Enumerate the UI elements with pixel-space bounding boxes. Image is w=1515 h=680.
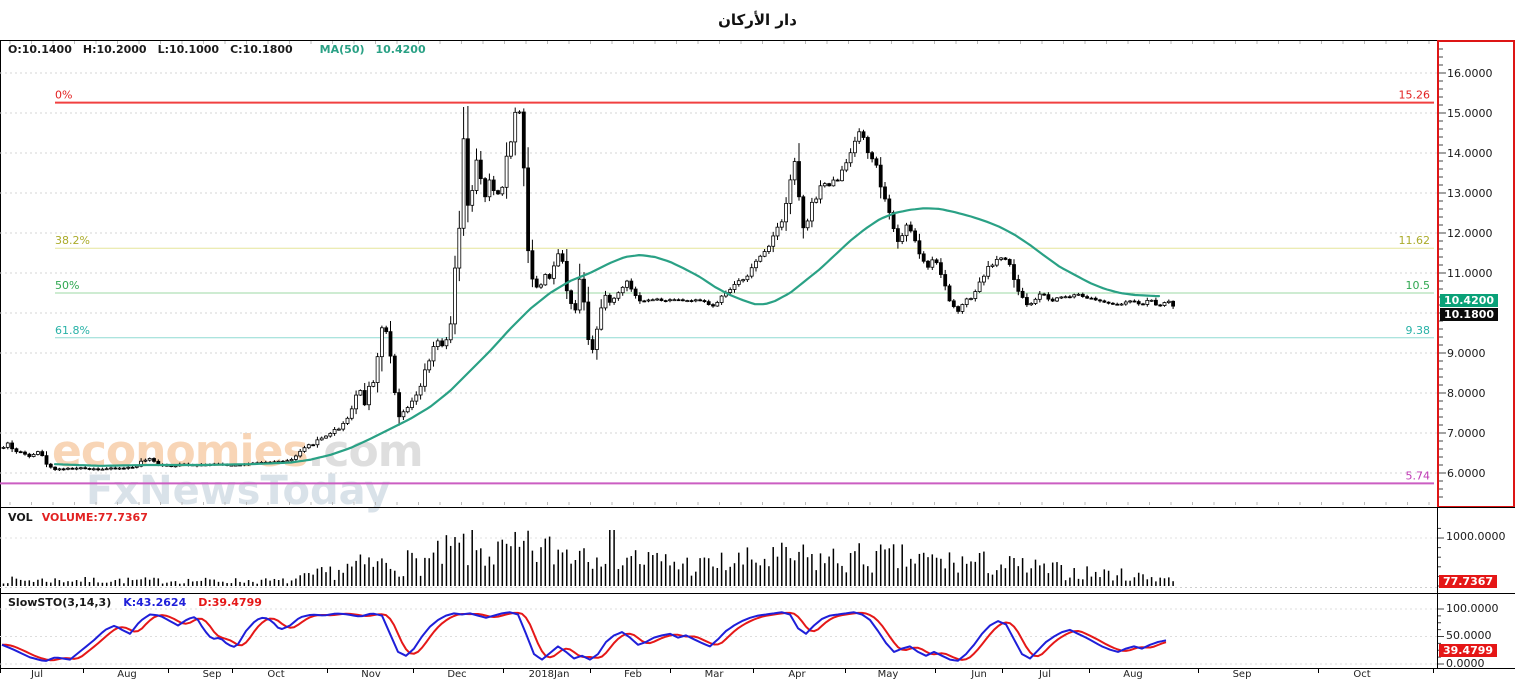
price-axis-label: 7.0000 <box>1447 427 1486 440</box>
separator-volume-stochastic <box>0 593 1515 594</box>
month-tick <box>83 669 84 673</box>
month-label-2018jan: 2018Jan <box>528 669 570 680</box>
month-label-sep: Sep <box>202 669 222 680</box>
volume-bars <box>2 530 1174 586</box>
separator-main-volume <box>0 507 1515 508</box>
fib-value: 10.5 <box>1406 279 1431 292</box>
stochastic-k-value: K:43.2624 <box>123 596 187 609</box>
volume-axis-label: 1000.0000 <box>1446 530 1506 543</box>
month-label-aug: Aug <box>1123 669 1143 680</box>
month-label-jun: Jun <box>971 669 987 680</box>
volume-axis[interactable]: 1000.0000 77.7367 <box>1437 508 1515 593</box>
volume-chart-canvas[interactable] <box>0 508 1437 593</box>
stochastic-value-badge: 39.4799 <box>1439 644 1497 657</box>
stochastic-axis[interactable]: 100.0000 50.0000 0.0000 39.4799 <box>1437 593 1515 670</box>
volume-info-bar: VOL VOLUME:77.7367 <box>8 511 148 524</box>
low-value: L:10.1000 <box>157 43 220 56</box>
month-tick <box>590 669 591 673</box>
ma50-line <box>53 207 1161 467</box>
price-axis-label: 12.0000 <box>1447 227 1493 240</box>
month-label-oct: Oct <box>1353 669 1371 680</box>
month-tick <box>413 669 414 673</box>
price-axis-label: 13.0000 <box>1447 187 1493 200</box>
candle-wicks <box>3 106 1174 472</box>
fib-value: 11.62 <box>1399 234 1431 247</box>
month-tick <box>327 669 328 673</box>
price-axis-label: 16.0000 <box>1447 67 1493 80</box>
price-axis-label: 11.0000 <box>1447 267 1493 280</box>
price-axis-label: 15.0000 <box>1447 107 1493 120</box>
month-label-sep: Sep <box>1232 669 1252 680</box>
volume-value: VOLUME:77.7367 <box>41 511 148 524</box>
stochastic-panel-label: SlowSTO(3,14,3) <box>8 596 112 609</box>
month-label-jul: Jul <box>30 669 44 680</box>
fib-value: 15.26 <box>1399 89 1431 102</box>
month-tick <box>1433 669 1434 673</box>
month-label-apr: Apr <box>788 669 806 680</box>
month-label-mar: Mar <box>704 669 724 680</box>
high-value: H:10.2000 <box>82 43 147 56</box>
ma-price-badge: 10.4200 <box>1440 294 1498 307</box>
month-label-oct: Oct <box>267 669 285 680</box>
fib-label: 38.2% <box>55 234 90 247</box>
chart-title: دار الأركان <box>718 11 797 29</box>
month-tick <box>1089 669 1090 673</box>
fib-label: 61.8% <box>55 324 90 337</box>
month-label-dec: Dec <box>447 669 467 680</box>
month-tick <box>935 669 936 673</box>
watermark-com-text: .com <box>307 426 424 477</box>
fib-value: 5.74 <box>1406 469 1431 482</box>
stochastic-chart-canvas[interactable] <box>0 593 1437 668</box>
month-tick <box>670 669 671 673</box>
candles <box>1 111 1175 471</box>
watermark-fxnewstoday: FxNewsToday <box>86 468 390 514</box>
ma50-value: 10.4200 <box>375 43 426 56</box>
ohlc-info-bar: O:10.1400 H:10.2000 L:10.1000 C:10.1800 … <box>8 43 426 56</box>
stochastic-d-value: D:39.4799 <box>198 596 262 609</box>
stochastic-axis-label: 100.0000 <box>1446 602 1499 615</box>
month-tick <box>1002 669 1003 673</box>
volume-value-badge: 77.7367 <box>1439 575 1497 588</box>
month-tick <box>1318 669 1319 673</box>
title-bar: دار الأركان <box>0 0 1515 40</box>
price-axis-label: 14.0000 <box>1447 147 1493 160</box>
month-tick <box>1198 669 1199 673</box>
price-axis-label: 6.0000 <box>1447 467 1486 480</box>
month-tick <box>232 669 233 673</box>
month-tick <box>0 669 1 673</box>
stochastic-info-bar: SlowSTO(3,14,3) K:43.2624 D:39.4799 <box>8 596 262 609</box>
fib-label: 50% <box>55 279 79 292</box>
price-axis[interactable]: 16.0000 15.0000 14.0000 13.0000 12.0000 11.00… <box>1437 40 1515 508</box>
month-tick <box>503 669 504 673</box>
volume-panel-label: VOL <box>8 511 33 524</box>
price-chart-canvas[interactable]: 0% 15.26 38.2% 11.62 50% 10.5 61.8% 9.38 5.74 <box>0 40 1437 508</box>
time-axis[interactable]: Jul Aug Sep Oct Nov Dec 2018Jan Feb Mar Apr May Jun… <box>0 668 1515 680</box>
month-label-nov: Nov <box>361 669 381 680</box>
month-label-aug: Aug <box>117 669 137 680</box>
stochastic-axis-label: 0.0000 <box>1446 657 1485 670</box>
fib-value: 9.38 <box>1406 324 1431 337</box>
month-tick <box>753 669 754 673</box>
price-axis-label: 9.0000 <box>1447 347 1486 360</box>
month-label-may: May <box>877 669 899 680</box>
month-label-jul: Jul <box>1038 669 1052 680</box>
month-tick <box>168 669 169 673</box>
last-price-badge: 10.1800 <box>1440 307 1498 321</box>
fib-label: 0% <box>55 89 72 102</box>
stochastic-axis-label: 50.0000 <box>1446 629 1492 642</box>
close-value: C:10.1800 <box>230 43 293 56</box>
price-axis-label: 8.0000 <box>1447 387 1486 400</box>
month-tick <box>845 669 846 673</box>
watermark-fxnewstoday-text: FxNewsToday <box>86 468 391 514</box>
month-label-feb: Feb <box>624 669 642 680</box>
open-value: O:10.1400 <box>8 43 72 56</box>
stoch-k-line <box>1 611 1167 662</box>
ma50-label: MA(50) <box>319 43 365 56</box>
